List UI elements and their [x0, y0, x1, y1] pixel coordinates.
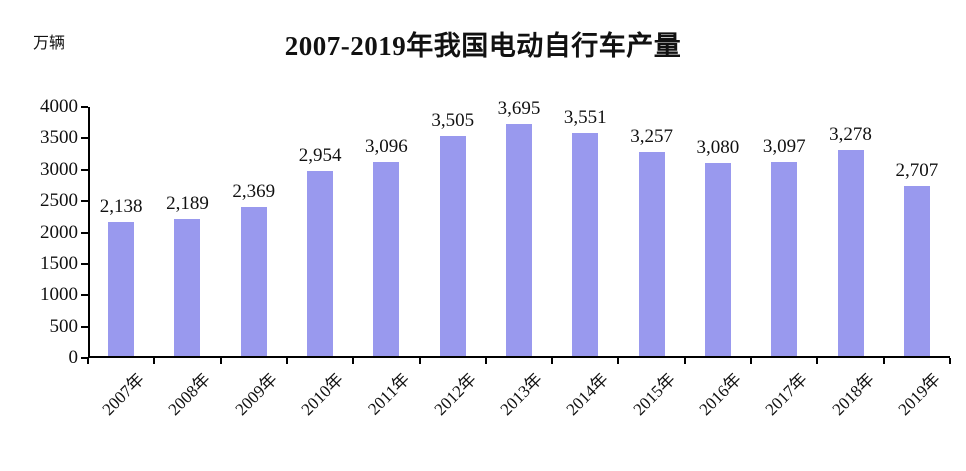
bar [704, 162, 731, 356]
bar-value-label: 3,097 [762, 135, 806, 157]
x-category-label: 2018年 [828, 369, 878, 420]
x-axis-tick-mark [418, 358, 421, 364]
x-axis-tick-mark [750, 358, 753, 364]
bar-value-label: 3,080 [696, 136, 740, 158]
x-axis-tick-mark [219, 358, 222, 364]
x-category-label: 2016年 [695, 369, 745, 420]
y-axis-tick-label: 2500 [40, 190, 78, 212]
x-axis-tick-mark [949, 358, 951, 364]
x-category-label: 2009年 [231, 369, 281, 420]
y-axis-tick-mark [81, 231, 88, 234]
bar-value-label: 3,505 [431, 110, 475, 132]
bar [572, 133, 599, 356]
x-category-label: 2017年 [761, 369, 812, 420]
x-axis-tick-mark [683, 358, 686, 364]
bar [240, 207, 267, 356]
y-axis-tick-label: 0 [68, 347, 79, 368]
x-category-label: 2007年 [98, 369, 149, 420]
bar-value-label: 2,369 [232, 181, 276, 203]
bar [373, 161, 400, 356]
bar [108, 221, 135, 356]
y-axis-tick-mark [81, 262, 88, 265]
x-axis-tick-mark [153, 358, 156, 364]
y-axis-tick-label: 3000 [40, 158, 78, 180]
x-category-label: 2012年 [430, 369, 480, 420]
x-category-label: 2014年 [562, 369, 613, 420]
x-category-label: 2008年 [164, 369, 215, 420]
y-axis-tick-label: 1500 [40, 252, 78, 274]
y-axis-unit-label: 万辆 [33, 35, 66, 52]
bar-value-label: 3,278 [829, 124, 872, 146]
bar-value-label: 3,695 [497, 98, 541, 120]
y-axis-tick-mark [81, 137, 88, 140]
bar-value-label: 2,707 [895, 160, 939, 182]
y-axis-tick-label: 3500 [40, 127, 78, 149]
x-axis-tick-mark [617, 358, 620, 364]
bar [837, 150, 864, 356]
bar-value-label: 2,954 [298, 144, 342, 166]
y-axis-tick-mark [81, 106, 88, 108]
bar-value-label: 3,551 [563, 107, 607, 129]
bar [307, 170, 334, 356]
y-axis-tick-label: 1000 [40, 284, 78, 306]
bar [903, 186, 930, 356]
x-category-label: 2015年 [629, 369, 679, 420]
x-axis-tick-mark [352, 358, 355, 364]
y-axis-tick-mark [81, 200, 88, 203]
bar-value-label: 3,096 [365, 135, 408, 157]
bar-value-label: 3,257 [630, 125, 673, 147]
y-axis-tick-mark [81, 168, 88, 171]
bar-value-label: 2,138 [99, 195, 143, 217]
chart-title: 2007-2019年我国电动自行车产量 [284, 31, 682, 61]
bar [771, 161, 798, 356]
y-axis-tick-label: 2000 [40, 221, 78, 243]
x-axis-tick-mark [87, 358, 89, 364]
bar-value-label: 2,189 [166, 192, 209, 214]
y-axis-tick-mark [81, 294, 88, 297]
y-axis-tick-mark [81, 325, 88, 328]
bar [439, 136, 466, 356]
x-axis-tick-mark [882, 358, 885, 364]
x-axis-tick-mark [285, 358, 288, 364]
x-category-label: 2011年 [364, 369, 414, 419]
x-axis-tick-mark [484, 358, 487, 364]
x-axis-tick-mark [551, 358, 554, 364]
x-category-label: 2010年 [297, 369, 348, 420]
bar [638, 151, 665, 356]
y-axis-tick-label: 500 [49, 315, 79, 337]
x-category-label: 2019年 [894, 369, 944, 420]
bar [506, 124, 532, 356]
y-axis-tick-mark [81, 357, 88, 359]
x-axis-tick-mark [816, 358, 819, 364]
bar [174, 218, 201, 356]
x-category-label: 2013年 [496, 369, 546, 420]
y-axis-tick-label: 4000 [40, 96, 78, 117]
plot-area [88, 107, 950, 358]
